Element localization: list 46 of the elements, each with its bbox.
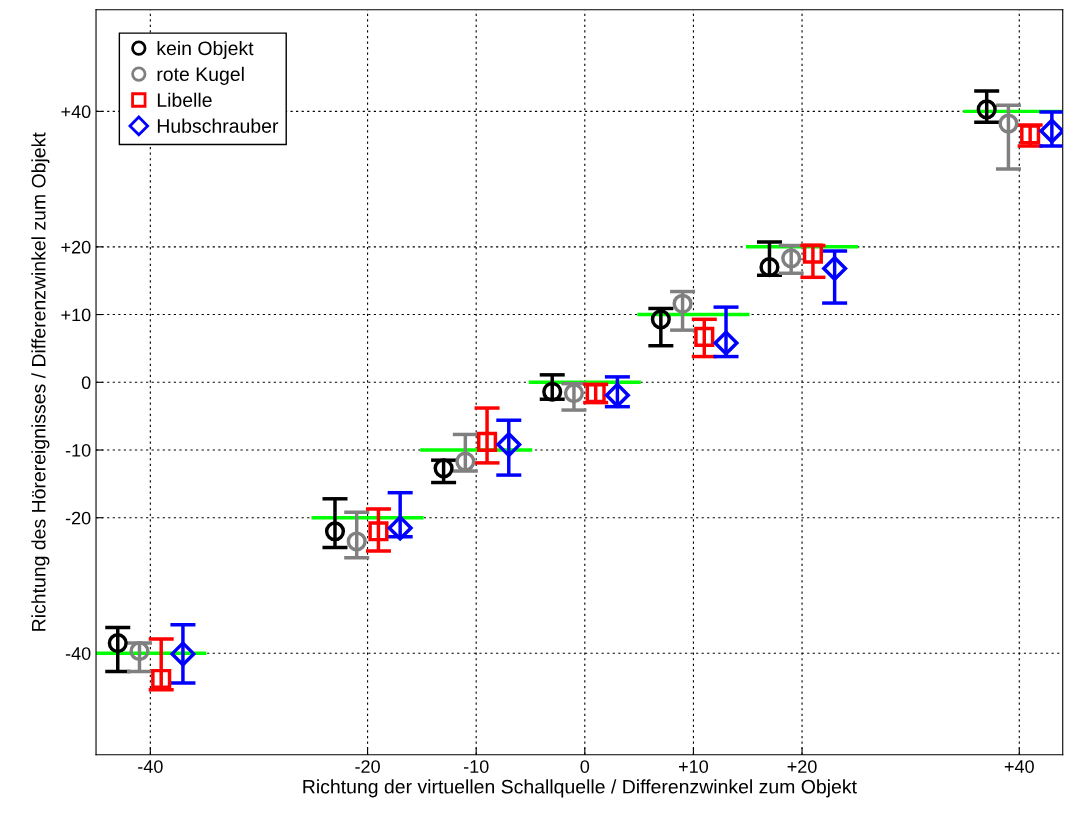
point [998, 113, 1019, 134]
point [433, 458, 454, 479]
point [455, 451, 476, 472]
point [713, 330, 739, 356]
point [151, 668, 172, 690]
y-tick-label: +20 [61, 240, 91, 254]
x-tick-label: +40 [1004, 760, 1034, 773]
point [496, 432, 522, 458]
y-tick-label: -40 [65, 647, 91, 660]
point [387, 515, 413, 541]
point [604, 382, 630, 408]
y-tick-label: 0 [81, 376, 91, 390]
y-axis-title: Richtung des Hörereignisses / Differenzwinkel zum Objekt [31, 132, 50, 631]
point [346, 531, 367, 552]
point [650, 309, 671, 330]
legend-label: rote Kugel [157, 66, 244, 85]
x-tick-label: +20 [787, 760, 817, 773]
point [368, 521, 389, 542]
y-tick-label: -10 [65, 443, 91, 457]
x-tick-label: -20 [355, 760, 380, 773]
point [802, 243, 823, 264]
point [694, 326, 715, 347]
point [542, 381, 563, 402]
y-tick-label: -20 [65, 511, 91, 525]
point [324, 521, 346, 542]
y-tick-label: +40 [61, 105, 91, 119]
point [822, 255, 848, 282]
legend-label: Libelle [157, 92, 212, 107]
point [1039, 118, 1063, 144]
x-tick-label: +10 [679, 760, 709, 773]
point [563, 383, 585, 404]
x-tick-label: 0 [580, 760, 590, 773]
point [129, 641, 150, 662]
legend-label: Hubschrauber [157, 118, 279, 133]
x-tick-label: -10 [463, 760, 489, 773]
x-axis-title: Richtung der virtuellen Schallquelle / Differenzwinkel zum Objekt [303, 779, 857, 798]
y-tick-label: +10 [61, 308, 91, 322]
x-tick-label: -40 [138, 760, 163, 773]
legend-label: kein Objekt [157, 40, 254, 60]
point [476, 431, 498, 452]
point [976, 99, 997, 120]
point [759, 257, 780, 278]
point [781, 248, 802, 269]
point [672, 293, 693, 314]
point [170, 641, 196, 667]
point [107, 632, 128, 654]
